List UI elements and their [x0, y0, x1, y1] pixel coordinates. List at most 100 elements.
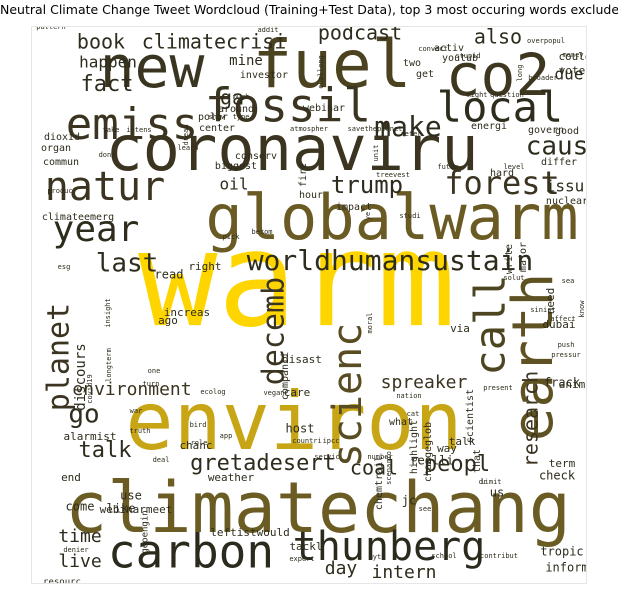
- word-around: around: [218, 104, 254, 115]
- word-learn: learn: [177, 144, 198, 152]
- word-what: what: [389, 417, 413, 428]
- word-fact: fact: [81, 72, 134, 97]
- word-dream: dream: [182, 124, 190, 145]
- word-dr: dr: [479, 478, 487, 486]
- word-intens: intens: [126, 126, 151, 134]
- word-also: also: [474, 27, 522, 49]
- word-come: come: [66, 500, 95, 514]
- word-done: done: [99, 151, 116, 159]
- word-govern: govern: [528, 125, 564, 136]
- word-ecolog: ecolog: [200, 388, 225, 396]
- word-biggest: biggest: [215, 161, 257, 172]
- word-might: might: [466, 91, 487, 99]
- word-new: new: [100, 33, 205, 101]
- word-youtub: youtub: [442, 53, 478, 64]
- word-major: major: [518, 242, 529, 272]
- word-convect: convect: [418, 45, 448, 53]
- word-polar: polar: [198, 112, 228, 123]
- word-increas: increas: [164, 306, 210, 319]
- word-vegan: vegan: [263, 389, 284, 397]
- word-happen: happen: [79, 53, 137, 72]
- word-worldhumansustain: worldhumansustain: [247, 244, 534, 277]
- word-money: money: [562, 51, 583, 59]
- word-write: write: [504, 244, 515, 274]
- word-earth: earth: [501, 273, 566, 442]
- word-last: last: [96, 249, 159, 279]
- word-trump: trump: [331, 171, 403, 199]
- word-environ: environ: [125, 375, 462, 468]
- word-globalwarm: globalwarm: [205, 181, 578, 254]
- word-role: role: [191, 439, 208, 447]
- word-natur: natur: [45, 164, 165, 210]
- word-resourc: resourc: [43, 578, 81, 585]
- word-ipcc: ipcc: [323, 437, 340, 445]
- word-care: care: [284, 386, 311, 399]
- word-scienc: scienc: [325, 323, 371, 468]
- word-sea: sea: [562, 277, 575, 285]
- word-anim: anim: [559, 378, 586, 391]
- word-atmospher: atmospher: [290, 125, 328, 133]
- word-book: book: [77, 30, 125, 54]
- word-sinist: sinist: [530, 306, 555, 314]
- word-read: read: [155, 268, 184, 282]
- word-local: local: [437, 83, 563, 132]
- word-coal: coal: [350, 456, 398, 480]
- word-decemb: decemb: [257, 277, 292, 385]
- word-make: make: [374, 110, 441, 143]
- word-long: long: [516, 65, 524, 82]
- word-inform: inform: [545, 561, 587, 575]
- word-frack: frack: [544, 376, 581, 390]
- word-ye: ye: [364, 212, 372, 220]
- word-vote: vote: [559, 64, 586, 77]
- word-center: center: [199, 123, 235, 134]
- word-futur: futur: [437, 163, 458, 171]
- word-discours: discours: [73, 343, 89, 410]
- word-stupid: stupid: [455, 52, 480, 60]
- word-webinar: webinar: [303, 103, 345, 114]
- word-bird: bird: [190, 421, 207, 429]
- word-climateemerg: climateemerg: [42, 212, 114, 223]
- word-end: end: [61, 471, 81, 484]
- word-servic: servic: [314, 453, 339, 461]
- word-co2: co2: [446, 41, 551, 109]
- word-tackl: tackl: [289, 540, 322, 553]
- word-overpopul: overpopul: [527, 37, 565, 45]
- word-challeng: challeng: [317, 55, 325, 89]
- word-organ: organ: [41, 143, 71, 154]
- word-via: via: [450, 322, 470, 335]
- word-level: level: [503, 163, 524, 171]
- word-climatechang: climatechang: [65, 467, 571, 549]
- word-warm: warm: [138, 203, 456, 357]
- word-refer: refer: [400, 130, 421, 138]
- word-see: see: [419, 505, 432, 513]
- word-pick: pick: [223, 233, 241, 241]
- word-treevest: treevest: [376, 171, 410, 179]
- word-solut: solut: [503, 274, 524, 282]
- word-intern: intern: [371, 562, 436, 583]
- word-ago: ago: [158, 314, 178, 327]
- word-that: that: [472, 449, 483, 473]
- word-investor: investor: [240, 70, 288, 81]
- word-like: like: [107, 502, 136, 516]
- word-go: go: [68, 400, 99, 430]
- word-limit: limit: [480, 478, 501, 486]
- word-research: research: [519, 371, 543, 467]
- word-good: good: [555, 126, 579, 137]
- word-type: type: [233, 113, 250, 121]
- word-war: war: [130, 407, 143, 415]
- chart-title: Neutral Climate Change Tweet Wordcloud (…: [0, 2, 618, 17]
- word-forest: forest: [444, 164, 560, 202]
- word-geoengin: geoengin: [141, 510, 151, 553]
- word-alarmist: alarmist: [64, 430, 117, 443]
- word-present: present: [483, 384, 513, 392]
- word-dioxid: dioxid: [44, 132, 80, 143]
- word-truth: truth: [129, 427, 150, 435]
- word-pattern: pattern: [36, 27, 66, 31]
- word-cat: cat: [407, 410, 420, 418]
- word-companii: companii: [280, 352, 291, 400]
- word-time: time: [58, 526, 101, 547]
- word-weather: weather: [208, 471, 255, 484]
- word-due: due: [555, 65, 584, 84]
- word-countri: countri: [292, 437, 322, 445]
